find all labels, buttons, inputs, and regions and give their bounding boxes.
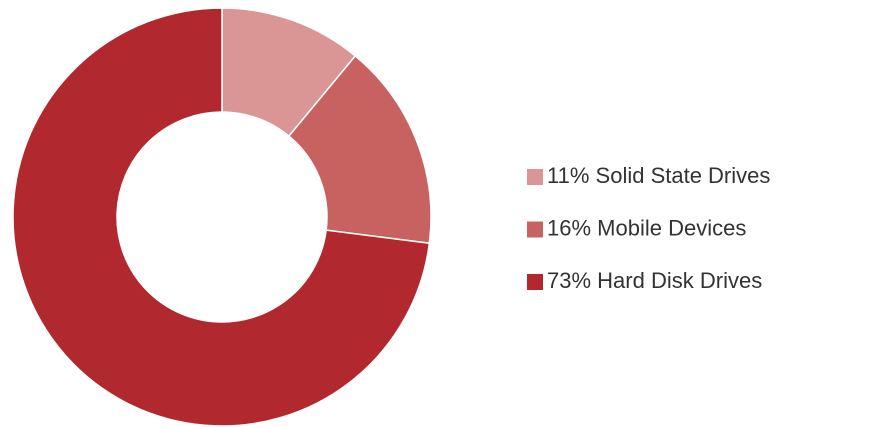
legend-name: Solid State Drives: [596, 163, 771, 188]
legend-value: 73%: [547, 268, 591, 293]
legend-label: 16% Mobile Devices: [547, 215, 746, 240]
legend-item: 16% Mobile Devices: [527, 215, 746, 240]
legend-value: 11%: [547, 163, 589, 188]
wedge: [287, 54, 432, 245]
legend-swatch: [527, 274, 543, 290]
legend-item: 11% Solid State Drives: [527, 163, 770, 188]
legend-name: Mobile Devices: [597, 215, 746, 240]
legend-label: 11% Solid State Drives: [547, 163, 770, 188]
legend-value: 16%: [547, 215, 591, 240]
legend-swatch: [527, 169, 543, 185]
legend-swatch: [527, 221, 543, 238]
wedge: [12, 7, 431, 427]
legend-label: 73% Hard Disk Drives: [547, 268, 762, 293]
legend-item: 73% Hard Disk Drives: [527, 268, 762, 293]
legend-name: Hard Disk Drives: [597, 268, 762, 293]
